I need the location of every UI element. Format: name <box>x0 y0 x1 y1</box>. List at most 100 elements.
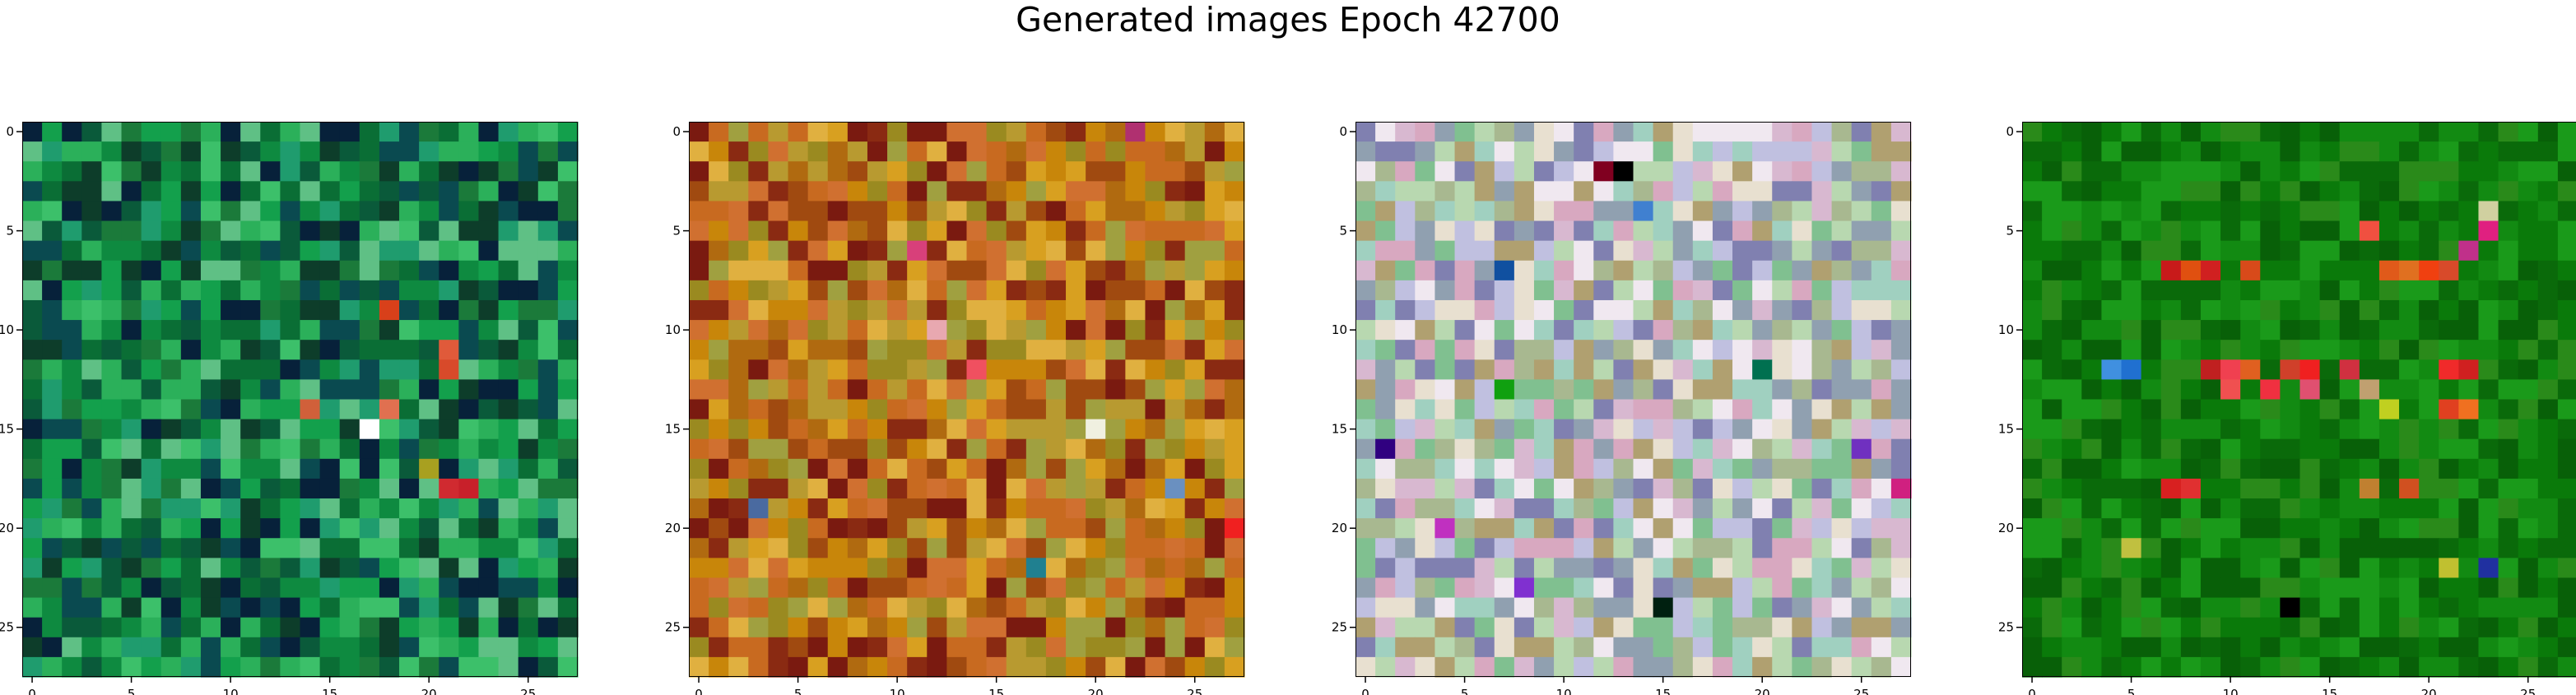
pixel-cell <box>439 419 459 440</box>
pixel-cell <box>788 419 809 440</box>
pixel-cell <box>2378 656 2400 678</box>
pixel-cell <box>748 637 770 658</box>
pixel-cell <box>1692 359 1713 380</box>
pixel-cell <box>2419 201 2439 222</box>
pixel-cell <box>2180 240 2202 262</box>
pixel-cell <box>986 181 1007 202</box>
pixel-cell <box>1633 438 1654 460</box>
pixel-cell <box>2101 260 2123 281</box>
pixel-cell <box>2439 299 2459 321</box>
pixel-cell <box>689 518 709 539</box>
pixel-cell <box>927 201 947 222</box>
pixel-cell <box>1613 201 1634 222</box>
pixel-cell <box>2518 379 2539 401</box>
pixel-cell <box>2378 538 2400 558</box>
pixel-cell <box>160 379 182 401</box>
pixel-cell <box>1613 240 1634 262</box>
pixel-cell <box>1732 478 1753 499</box>
pixel-cell <box>1811 399 1833 420</box>
pixel-cell <box>2042 122 2062 142</box>
pixel-cell <box>2537 161 2559 182</box>
pixel-cell <box>2299 518 2321 539</box>
pixel-cell <box>1145 656 1166 678</box>
pixel-cell <box>2478 656 2499 678</box>
y-tick-label: 15 <box>1998 422 2014 437</box>
pixel-cell <box>2160 359 2182 380</box>
pixel-cell <box>2319 498 2341 519</box>
pixel-cell <box>887 359 908 380</box>
pixel-cell <box>689 419 709 440</box>
pixel-cell <box>1025 240 1047 262</box>
pixel-cell <box>2121 577 2142 599</box>
pixel-cell <box>2042 220 2062 242</box>
pixel-cell <box>1125 597 1146 619</box>
pixel-cell <box>1811 220 1833 242</box>
pixel-cell <box>141 419 162 440</box>
pixel-cell <box>1533 240 1555 262</box>
pixel-cell <box>1375 518 1396 539</box>
pixel-cell <box>240 161 261 182</box>
pixel-cell <box>1811 181 1833 202</box>
pixel-cell <box>1204 379 1225 401</box>
pixel-cell <box>2240 637 2261 658</box>
pixel-cell <box>22 478 43 499</box>
pixel-cell <box>788 577 809 599</box>
pixel-cell <box>1105 161 1126 182</box>
pixel-cell <box>1851 656 1872 678</box>
pixel-cell <box>221 201 241 222</box>
pixel-cell <box>498 181 519 202</box>
pixel-cell <box>1890 320 1912 341</box>
pixel-cell <box>180 340 202 360</box>
pixel-cell <box>1494 399 1515 420</box>
pixel-cell <box>847 399 868 420</box>
pixel-cell <box>319 340 341 360</box>
pixel-cell <box>887 181 908 202</box>
pixel-cell <box>1633 260 1654 281</box>
pixel-cell <box>1066 299 1086 321</box>
pixel-cell <box>1454 597 1476 619</box>
pixel-cell <box>1514 518 1535 539</box>
pixel-cell <box>1772 340 1793 360</box>
pixel-cell <box>121 597 142 619</box>
pixel-cell <box>1125 340 1146 360</box>
pixel-cell <box>2378 260 2400 281</box>
pixel-cell <box>458 518 480 539</box>
pixel-cell <box>1045 458 1067 480</box>
pixel-cell <box>2319 379 2341 401</box>
pixel-cell <box>200 419 221 440</box>
pixel-cell <box>2121 478 2142 499</box>
pixel-cell <box>867 617 888 638</box>
pixel-cell <box>2299 597 2321 619</box>
pixel-cell <box>1772 280 1793 301</box>
pixel-cell <box>689 161 709 182</box>
pixel-cell <box>2478 280 2499 301</box>
pixel-cell <box>1554 419 1574 440</box>
pixel-cell <box>419 538 439 558</box>
pixel-cell <box>986 478 1007 499</box>
pixel-cell <box>260 379 281 401</box>
pixel-cell <box>768 240 789 262</box>
pixel-cell <box>319 359 341 380</box>
pixel-cell <box>2439 320 2459 341</box>
pixel-cell <box>1494 379 1515 401</box>
pixel-cell <box>986 340 1007 360</box>
pixel-cell <box>101 656 123 678</box>
pixel-cell <box>1045 438 1067 460</box>
pixel-cell <box>2260 181 2281 202</box>
pixel-cell <box>2359 498 2380 519</box>
pixel-cell <box>1145 538 1166 558</box>
pixel-cell <box>709 597 729 619</box>
pixel-cell <box>439 458 459 480</box>
pixel-cell <box>439 201 459 222</box>
pixel-cell <box>2557 597 2576 619</box>
pixel-cell <box>689 637 709 658</box>
pixel-cell <box>927 379 947 401</box>
pixel-cell <box>1772 518 1793 539</box>
pixel-cell <box>2141 299 2162 321</box>
pixel-cell <box>221 438 241 460</box>
pixel-cell <box>1494 240 1515 262</box>
pixel-cell <box>200 518 221 539</box>
pixel-cell <box>2339 577 2360 599</box>
pixel-cell <box>1890 438 1912 460</box>
